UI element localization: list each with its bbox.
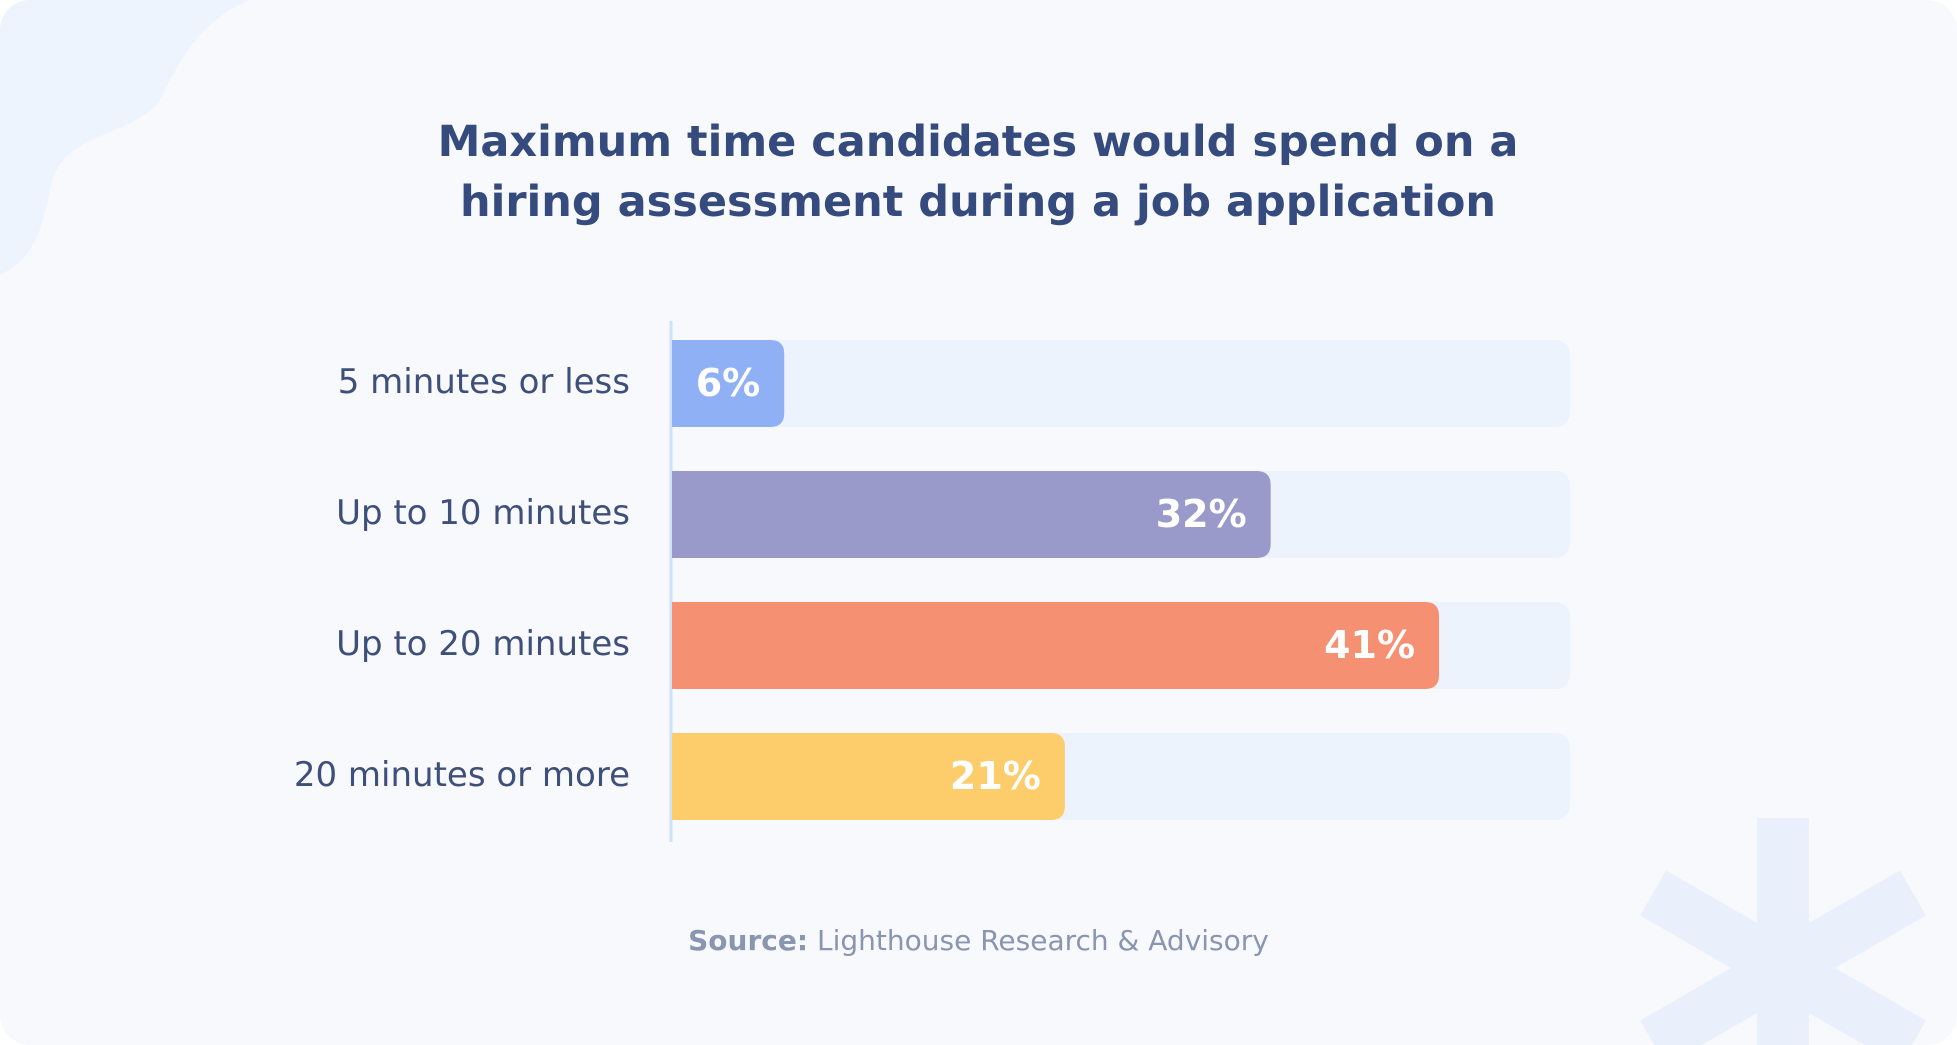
bar	[672, 733, 1065, 820]
chart-title: Maximum time candidates would spend on a…	[437, 117, 1519, 227]
source-text: Lighthouse Research & Advisory	[816, 924, 1269, 957]
category-label: Up to 20 minutes	[336, 624, 630, 664]
value-label: 6%	[696, 361, 761, 405]
category-label: Up to 10 minutes	[336, 493, 630, 533]
value-label: 21%	[950, 754, 1041, 798]
category-label: 20 minutes or more	[294, 755, 630, 795]
bar-track	[672, 340, 1570, 427]
bar	[672, 471, 1271, 558]
category-label: 5 minutes or less	[338, 362, 630, 402]
value-label: 41%	[1324, 623, 1415, 667]
blob	[0, 0, 250, 275]
bar	[672, 340, 785, 427]
bar	[672, 602, 1440, 689]
source: Source: Lighthouse Research & Advisory	[0, 924, 1957, 957]
asterisk	[1640, 818, 1926, 1045]
asterisk-bar	[1640, 870, 1926, 1045]
source-label: Source:	[688, 924, 809, 957]
value-label: 32%	[1156, 492, 1247, 536]
